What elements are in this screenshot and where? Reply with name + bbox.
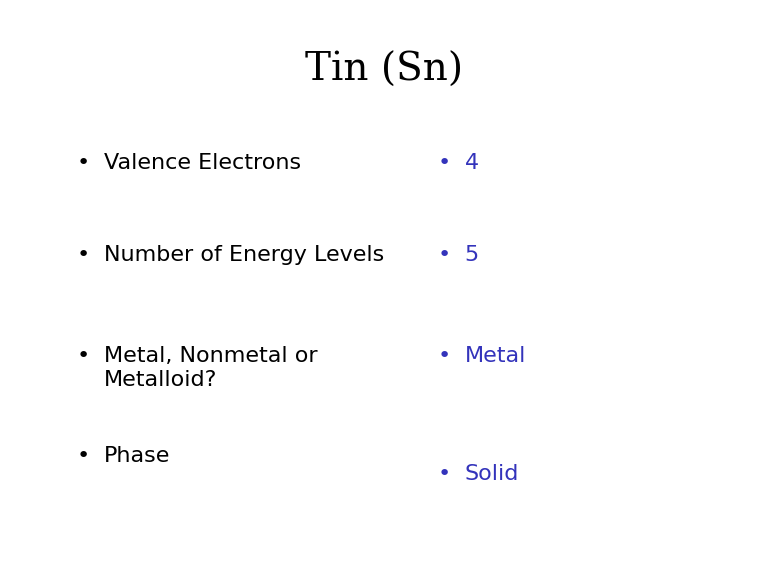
- Text: 4: 4: [465, 153, 478, 173]
- Text: •: •: [438, 245, 451, 265]
- Text: Metal: Metal: [465, 346, 526, 366]
- Text: •: •: [438, 153, 451, 173]
- Text: Metal, Nonmetal or
Metalloid?: Metal, Nonmetal or Metalloid?: [104, 346, 317, 391]
- Text: Tin (Sn): Tin (Sn): [305, 52, 463, 89]
- Text: Phase: Phase: [104, 446, 170, 467]
- Text: •: •: [438, 464, 451, 484]
- Text: Valence Electrons: Valence Electrons: [104, 153, 301, 173]
- Text: Number of Energy Levels: Number of Energy Levels: [104, 245, 384, 265]
- Text: •: •: [438, 346, 451, 366]
- Text: •: •: [77, 346, 90, 366]
- Text: •: •: [77, 245, 90, 265]
- Text: •: •: [77, 446, 90, 467]
- Text: 5: 5: [465, 245, 479, 265]
- Text: Solid: Solid: [465, 464, 519, 484]
- Text: •: •: [77, 153, 90, 173]
